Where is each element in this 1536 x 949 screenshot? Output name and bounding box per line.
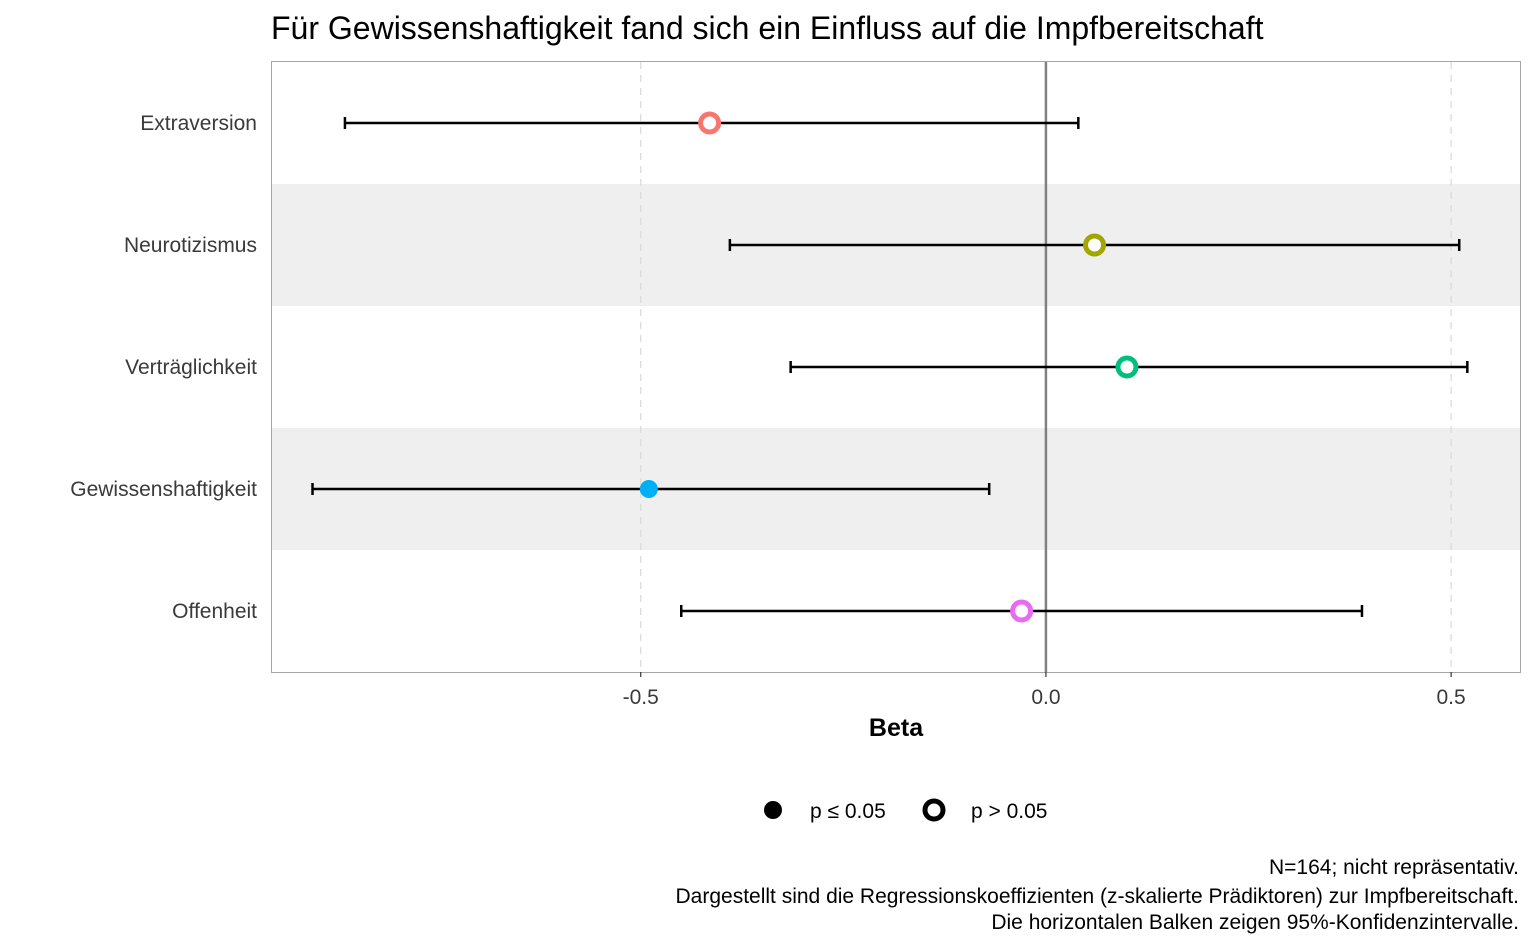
category-label: Neurotizismus bbox=[124, 234, 257, 257]
data-point-filled bbox=[639, 480, 658, 498]
legend-label-significant: p ≤ 0.05 bbox=[810, 800, 886, 823]
chart-title: Für Gewissenshaftigkeit fand sich ein Ei… bbox=[271, 10, 1264, 46]
caption-line-2: Dargestellt sind die Regressionskoeffizi… bbox=[676, 885, 1520, 908]
x-axis-title: Beta bbox=[869, 714, 924, 742]
legend: p ≤ 0.05 p > 0.05 bbox=[764, 798, 1047, 823]
category-label: Offenheit bbox=[172, 600, 257, 623]
data-point-hollow bbox=[698, 111, 722, 135]
category-label: Gewissenshaftigkeit bbox=[70, 478, 257, 501]
legend-label-not-significant: p > 0.05 bbox=[971, 800, 1047, 823]
data-point-hollow bbox=[1115, 355, 1139, 379]
category-label: Extraversion bbox=[140, 112, 257, 135]
caption-line-1: N=164; nicht repräsentativ. bbox=[1269, 856, 1519, 879]
caption-line-3: Die horizontalen Balken zeigen 95%-Konfi… bbox=[991, 911, 1519, 934]
legend-hollow-circle-icon bbox=[922, 798, 946, 822]
data-point-hollow bbox=[1010, 599, 1034, 623]
x-axis-ticks: -0.5 0.0 0.5 bbox=[623, 672, 1466, 709]
panel-border bbox=[271, 61, 1521, 673]
data-point-hollow bbox=[1083, 233, 1107, 257]
y-axis-category-labels: Extraversion Neurotizismus Verträglichkeit… bbox=[70, 112, 257, 623]
caption: N=164; nicht repräsentativ. Dargestellt … bbox=[676, 856, 1520, 934]
legend-filled-circle-icon bbox=[764, 801, 782, 819]
coefficient-points bbox=[639, 111, 1139, 623]
x-tick-label: 0.0 bbox=[1031, 686, 1060, 709]
category-label: Verträglichkeit bbox=[125, 356, 257, 379]
x-tick-label: -0.5 bbox=[623, 686, 659, 709]
x-tick-label: 0.5 bbox=[1437, 686, 1466, 709]
